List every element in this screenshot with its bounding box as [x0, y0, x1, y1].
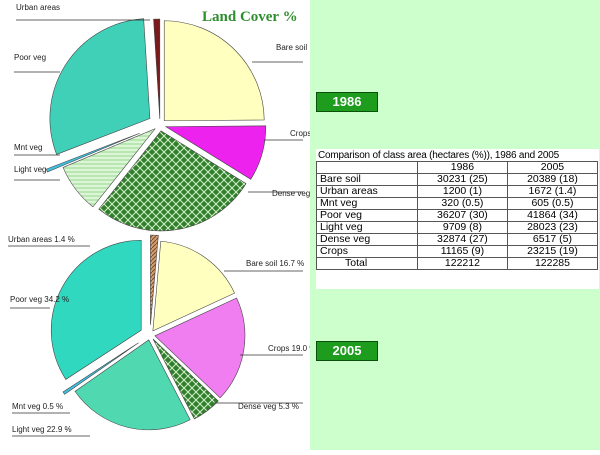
table-total-row: Total 122212 122285: [316, 257, 599, 270]
slice-label: Bare soil 16.7 %: [246, 259, 304, 268]
comparison-table: 1986 2005 Bare soil 30231 (25) 20389 (18…: [316, 161, 599, 270]
table-row: Poor veg 36207 (30) 41864 (34): [316, 209, 599, 222]
slice-label: Urban areas 1.4 %: [8, 235, 75, 244]
cell-2005: 6517 (5): [506, 233, 599, 246]
cell-2005: 1672 (1.4): [506, 185, 599, 198]
slice-label: Light veg 22.9 %: [12, 425, 72, 434]
slice-label: Crops 19.0 %: [268, 344, 310, 353]
pie-slice-bare-soil: [163, 20, 265, 122]
pie-slice-poor-veg: [50, 239, 142, 380]
cell-2005: 605 (0.5): [506, 197, 599, 210]
row-label: Light veg: [316, 221, 418, 234]
slice-label: Poor veg 34.2 %: [10, 295, 69, 304]
slice-label: Mnt veg 0.5 %: [12, 402, 63, 411]
cell-1986: 36207 (30): [416, 209, 508, 222]
table-header-cell: 1986: [416, 161, 508, 174]
row-label: Mnt veg: [316, 197, 418, 210]
row-label: Dense veg: [316, 233, 418, 246]
charts-panel: Land Cover % Bare soil Crops Dense veg Ligh…: [8, 3, 317, 437]
slice-label: Mnt veg: [14, 143, 42, 152]
cell-2005: 41864 (34): [506, 209, 599, 222]
pie-slice-light-veg: [74, 339, 191, 431]
row-label: Poor veg: [316, 209, 418, 222]
chart-title: Land Cover %: [202, 9, 298, 25]
row-label: Bare soil: [316, 173, 418, 186]
pie-slice-mnt-veg: [45, 132, 140, 173]
cell-1986: 30231 (25): [416, 173, 508, 186]
pie-charts-svg: Bare soil Crops Dense veg Light veg Mnt veg P…: [8, 3, 316, 437]
cell-1986: 122212: [416, 257, 508, 270]
table-row: Dense veg 32874 (27) 6517 (5): [316, 233, 599, 246]
row-label: Crops: [316, 245, 418, 258]
pie-slice-mnt-veg: [62, 342, 139, 395]
cell-1986: 9709 (8): [416, 221, 508, 234]
table-header-cell: [316, 161, 418, 174]
year-badge-1986: 1986: [316, 92, 378, 112]
pie-slice-bare-soil: [152, 240, 235, 332]
slice-label: Dense veg: [272, 189, 310, 198]
table-row: Light veg 9709 (8) 28023 (23): [316, 221, 599, 234]
year-badge-2005: 2005: [316, 341, 378, 361]
cell-1986: 11165 (9): [416, 245, 508, 258]
slice-label: Light veg: [14, 165, 46, 174]
table-row: Bare soil 30231 (25) 20389 (18): [316, 173, 599, 186]
table-header-cell: 2005: [506, 161, 599, 174]
table-row: Urban areas 1200 (1) 1672 (1.4): [316, 185, 599, 198]
cell-2005: 20389 (18): [506, 173, 599, 186]
pie-slice-dense-veg: [98, 130, 247, 232]
slice-label: Crops: [290, 129, 310, 138]
pie-2005: Bare soil 16.7 % Crops 19.0 % Dense veg 5.…: [8, 234, 316, 437]
comparison-table-box: Comparison of class area (hectares (%)),…: [316, 149, 599, 289]
slice-label: Urban areas: [16, 3, 60, 12]
row-label: Urban areas: [316, 185, 418, 198]
pie-slice-dense-veg: [152, 338, 219, 420]
cell-1986: 320 (0.5): [416, 197, 508, 210]
table-caption: Comparison of class area (hectares (%)),…: [318, 150, 559, 161]
cell-2005: 23215 (19): [506, 245, 599, 258]
slice-label: Dense veg 5.3 %: [238, 402, 299, 411]
cell-1986: 1200 (1): [416, 185, 508, 198]
table-row: Crops 11165 (9) 23215 (19): [316, 245, 599, 258]
pie-slice-light-veg: [62, 128, 156, 208]
cell-2005: 122285: [506, 257, 599, 270]
pie-1986: Bare soil Crops Dense veg Light veg Mnt veg P…: [14, 3, 311, 232]
cell-2005: 28023 (23): [506, 221, 599, 234]
cell-1986: 32874 (27): [416, 233, 508, 246]
slice-label: Poor veg: [14, 53, 46, 62]
slice-label: Bare soil: [276, 43, 307, 52]
pie-slice-poor-veg: [49, 18, 151, 155]
pie-slice-crops: [154, 297, 246, 399]
pie-slice-crops: [164, 125, 267, 180]
table-header-row: 1986 2005: [316, 161, 599, 174]
pie-slice-urban-areas: [153, 18, 161, 120]
pie-slice-urban-areas: [150, 234, 159, 326]
table-row: Mnt veg 320 (0.5) 605 (0.5): [316, 197, 599, 210]
row-label: Total: [316, 257, 418, 270]
